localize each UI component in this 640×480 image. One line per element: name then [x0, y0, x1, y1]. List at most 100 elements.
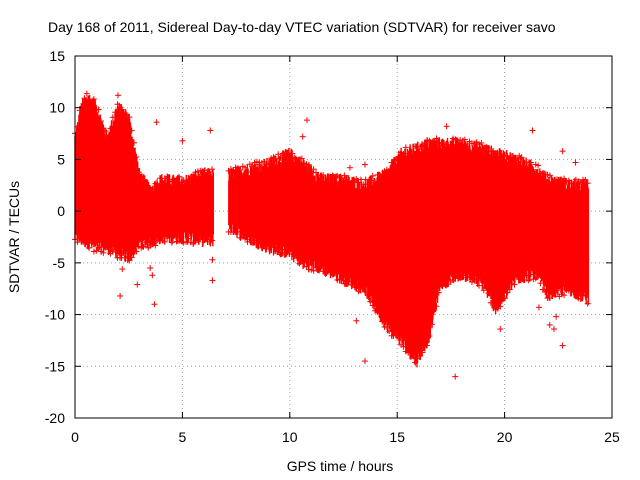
data-point — [473, 275, 480, 282]
data-point — [133, 248, 140, 255]
data-point — [447, 143, 454, 150]
data-point — [419, 349, 426, 356]
data-point — [364, 181, 371, 188]
y-tick-label: -20 — [45, 410, 65, 426]
data-point — [346, 164, 353, 171]
data-point — [86, 97, 93, 104]
data-point — [535, 270, 542, 277]
data-point — [570, 184, 577, 191]
data-point — [421, 142, 428, 149]
data-points — [72, 90, 591, 380]
data-point — [152, 242, 159, 249]
data-point — [572, 176, 579, 183]
data-point — [272, 155, 279, 162]
data-point — [76, 107, 83, 114]
data-point — [525, 164, 532, 171]
data-point — [299, 133, 306, 140]
x-axis-label: GPS time / hours — [287, 458, 394, 474]
data-point — [461, 136, 468, 143]
data-point — [443, 123, 450, 130]
data-point — [582, 176, 589, 183]
data-point — [308, 170, 315, 177]
data-point — [112, 247, 119, 254]
data-point — [171, 232, 178, 239]
data-point — [485, 290, 492, 297]
data-point — [310, 267, 317, 274]
data-point — [153, 119, 160, 126]
data-point — [131, 139, 138, 146]
data-point — [209, 237, 216, 244]
data-point — [331, 269, 338, 276]
data-point — [476, 282, 483, 289]
data-point — [383, 324, 390, 331]
y-tick-label: 0 — [57, 203, 65, 219]
data-point — [537, 280, 544, 287]
data-point — [504, 152, 511, 159]
data-point — [105, 243, 112, 250]
data-point — [282, 148, 289, 155]
data-point — [518, 154, 525, 161]
data-point — [369, 172, 376, 179]
data-point — [256, 159, 263, 166]
data-point — [575, 183, 582, 190]
x-tick-label: 10 — [282, 429, 298, 445]
data-point — [161, 238, 168, 245]
data-point — [353, 284, 360, 291]
data-point — [402, 144, 409, 151]
data-point — [459, 143, 466, 150]
data-point — [109, 114, 116, 121]
data-point — [568, 180, 575, 187]
data-point — [546, 172, 553, 179]
data-point — [128, 127, 135, 134]
data-point — [126, 114, 133, 121]
data-point — [431, 307, 438, 314]
data-point — [435, 289, 442, 296]
x-tick-label: 20 — [497, 429, 513, 445]
data-point — [511, 281, 518, 288]
data-point — [542, 289, 549, 296]
data-point — [341, 280, 348, 287]
data-point — [123, 253, 130, 260]
y-axis-label: SDTVAR / TECUs — [6, 181, 22, 293]
data-point — [461, 270, 468, 277]
data-point — [166, 233, 173, 240]
data-point — [149, 238, 156, 245]
data-point — [362, 288, 369, 295]
data-point — [190, 240, 197, 247]
data-point — [353, 317, 360, 324]
data-point — [242, 164, 249, 171]
data-point — [128, 254, 135, 261]
data-point — [497, 326, 504, 333]
data-point — [209, 256, 216, 263]
data-point — [246, 236, 253, 243]
data-point — [389, 177, 396, 184]
data-point — [369, 302, 376, 309]
data-point — [256, 238, 263, 245]
data-point — [424, 342, 431, 349]
data-point — [298, 155, 305, 162]
data-point — [147, 265, 154, 272]
data-point — [559, 342, 566, 349]
data-point — [582, 292, 589, 299]
data-point — [577, 295, 584, 302]
data-point — [490, 299, 497, 306]
data-point — [361, 358, 368, 365]
data-point — [190, 174, 197, 181]
y-tick-label: 15 — [49, 48, 65, 64]
data-point — [483, 284, 490, 291]
data-point — [475, 151, 482, 158]
data-point — [138, 173, 145, 180]
data-point — [317, 263, 324, 270]
data-point — [532, 275, 539, 282]
data-point — [204, 172, 211, 179]
data-point — [277, 154, 284, 161]
data-point — [376, 309, 383, 316]
data-point — [528, 159, 535, 166]
data-point — [372, 179, 379, 186]
data-point — [504, 289, 511, 296]
y-tick-label: 5 — [57, 151, 65, 167]
data-point — [114, 101, 121, 108]
data-point — [310, 166, 317, 173]
data-point — [114, 92, 121, 99]
